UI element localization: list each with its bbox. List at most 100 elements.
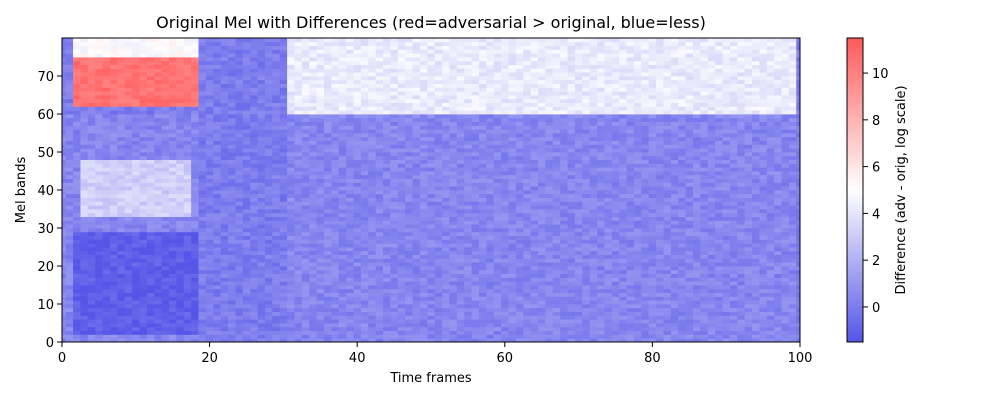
heatmap-cell — [478, 41, 487, 46]
heatmap-cell — [124, 144, 133, 149]
heatmap-cell — [132, 277, 140, 282]
heatmap-cell — [383, 68, 391, 73]
heatmap-cell — [80, 334, 89, 339]
heatmap-cell — [183, 319, 192, 324]
heatmap-cell — [368, 319, 377, 324]
heatmap-cell — [169, 186, 177, 191]
heatmap-cell — [360, 174, 369, 179]
heatmap-cell — [419, 95, 428, 100]
heatmap-cell — [183, 266, 192, 271]
heatmap-cell — [419, 98, 428, 103]
heatmap-cell — [301, 281, 310, 286]
heatmap-cell — [87, 277, 96, 282]
heatmap-cell — [471, 220, 480, 225]
heatmap-cell — [471, 323, 480, 328]
heatmap-cell — [294, 163, 303, 168]
heatmap-cell — [383, 60, 391, 65]
heatmap-cell — [264, 182, 273, 187]
heatmap-cell — [250, 239, 258, 244]
heatmap-cell — [383, 133, 391, 138]
heatmap-cell — [272, 277, 281, 282]
heatmap-cell — [161, 91, 170, 96]
heatmap-cell — [62, 285, 67, 290]
heatmap-cell — [434, 258, 443, 263]
heatmap-cell — [198, 91, 207, 96]
heatmap-cell — [397, 292, 406, 297]
heatmap-cell — [508, 250, 517, 255]
heatmap-cell — [95, 98, 103, 103]
heatmap-cell — [235, 277, 244, 282]
heatmap-cell — [161, 212, 170, 217]
heatmap-cell — [146, 288, 155, 293]
heatmap-cell — [368, 266, 377, 271]
heatmap-cell — [198, 121, 207, 126]
heatmap-cell — [346, 114, 354, 119]
heatmap-cell — [360, 144, 369, 149]
heatmap-cell — [405, 98, 413, 103]
heatmap-cell — [464, 254, 472, 259]
heatmap-cell — [309, 190, 318, 195]
heatmap-cell — [294, 159, 303, 164]
heatmap-cell — [375, 53, 384, 58]
heatmap-cell — [279, 163, 288, 168]
heatmap-cell — [228, 38, 236, 43]
heatmap-cell — [124, 125, 133, 130]
heatmap-cell — [169, 319, 177, 324]
heatmap-cell — [109, 83, 118, 88]
heatmap-cell — [412, 235, 421, 240]
heatmap-cell — [331, 277, 340, 282]
heatmap-cell — [62, 45, 67, 50]
heatmap-cell — [250, 197, 258, 202]
heatmap-cell — [486, 307, 495, 312]
heatmap-cell — [368, 117, 377, 122]
heatmap-cell — [250, 140, 258, 145]
heatmap-cell — [242, 144, 251, 149]
heatmap-cell — [62, 266, 67, 271]
heatmap-cell — [449, 45, 458, 50]
heatmap-cell — [316, 57, 325, 62]
heatmap-cell — [338, 250, 347, 255]
heatmap-cell — [508, 57, 517, 62]
heatmap-cell — [161, 323, 170, 328]
heatmap-cell — [449, 239, 458, 244]
heatmap-cell — [62, 277, 67, 282]
heatmap-cell — [287, 76, 295, 81]
heatmap-cell — [87, 41, 96, 46]
heatmap-cell — [205, 171, 214, 176]
heatmap-cell — [65, 319, 74, 324]
heatmap-cell — [434, 163, 443, 168]
heatmap-cell — [397, 209, 406, 214]
heatmap-cell — [250, 91, 258, 96]
heatmap-cell — [353, 140, 362, 145]
heatmap-cell — [250, 152, 258, 157]
heatmap-cell — [154, 60, 163, 65]
heatmap-cell — [109, 247, 118, 252]
heatmap-cell — [117, 338, 126, 343]
heatmap-cell — [471, 133, 480, 138]
heatmap-cell — [176, 201, 185, 206]
heatmap-cell — [183, 254, 192, 259]
heatmap-cell — [80, 49, 89, 54]
heatmap-cell — [316, 121, 325, 126]
heatmap-cell — [309, 159, 318, 164]
heatmap-cell — [294, 220, 303, 225]
heatmap-cell — [486, 178, 495, 183]
heatmap-cell — [301, 148, 310, 153]
heatmap-cell — [486, 190, 495, 195]
heatmap-cell — [95, 254, 103, 259]
heatmap-cell — [478, 117, 487, 122]
heatmap-cell — [161, 83, 170, 88]
heatmap-cell — [508, 292, 517, 297]
heatmap-cell — [132, 258, 140, 263]
heatmap-cell — [95, 87, 103, 92]
heatmap-cell — [360, 205, 369, 210]
heatmap-cell — [161, 311, 170, 316]
heatmap-cell — [235, 106, 244, 111]
heatmap-cell — [287, 117, 295, 122]
heatmap-cell — [117, 106, 126, 111]
heatmap-cell — [161, 136, 170, 141]
heatmap-cell — [146, 53, 155, 58]
heatmap-cell — [279, 178, 288, 183]
heatmap-cell — [368, 231, 377, 236]
heatmap-cell — [287, 334, 295, 339]
